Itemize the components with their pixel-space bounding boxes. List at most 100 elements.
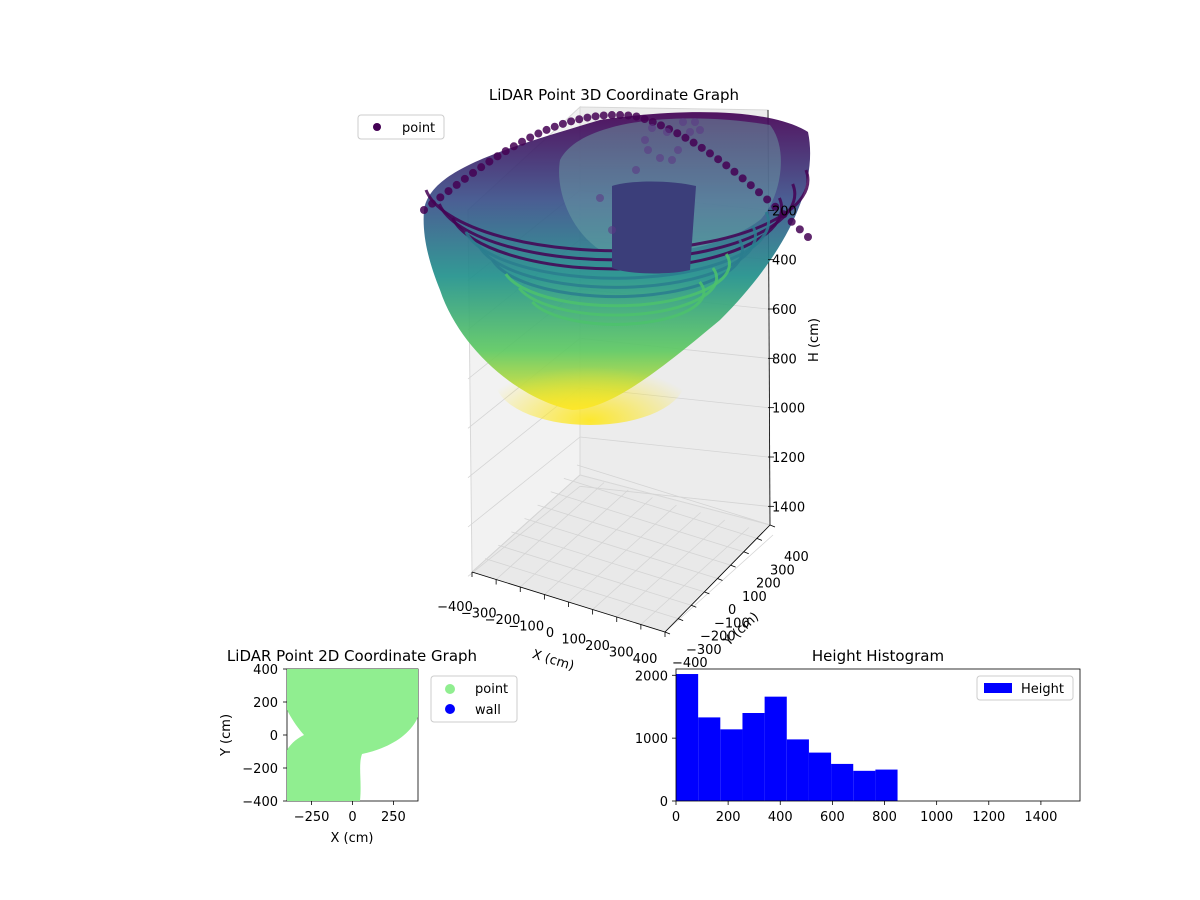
chart3d-rim-point <box>738 174 747 183</box>
chart2d-legend-wall-marker <box>445 704 455 714</box>
chart3d-floor-gridline <box>576 464 771 526</box>
chart2d-y-tick-label: −200 <box>242 762 278 777</box>
chart3d-point <box>696 126 704 134</box>
chart2d-x-tick-label: 250 <box>381 810 406 825</box>
chart3d-y-tick-label: −200 <box>700 630 736 645</box>
histogram-bar <box>875 769 898 801</box>
chart3d-scan-rings <box>420 111 812 326</box>
chart3d-rim-point <box>804 233 812 241</box>
chart3d-rim-point <box>428 199 437 208</box>
chart3d-z-tick-label: 400 <box>772 254 797 269</box>
histogram-bar <box>786 739 809 801</box>
chart3d-x-tick-label: 200 <box>585 639 610 654</box>
histogram-bar <box>808 752 832 801</box>
chart3d-floor-gridline <box>550 491 744 553</box>
chart3d-floor-gridline <box>524 518 718 579</box>
histogram-x-tick-label: 200 <box>716 810 741 825</box>
histogram-bar <box>720 729 743 801</box>
chart3d-y-tick-label: −400 <box>672 656 708 671</box>
chart3d-wall-gridline <box>467 486 581 577</box>
chart3d-point <box>691 118 699 126</box>
chart3d-y-tick-label: 200 <box>756 577 781 592</box>
chart3d-z-tick-label: 1400 <box>772 500 805 515</box>
chart3d-rim-point <box>673 129 682 138</box>
chart3d-point-cloud <box>420 111 812 425</box>
chart3d-rim-point <box>534 129 543 138</box>
chart3d-y-tick-mark <box>677 618 684 621</box>
chart3d-scan-ring <box>464 211 770 280</box>
chart3d-z-tick-label: 1200 <box>772 451 805 466</box>
chart3d-y-tick-label: −100 <box>714 616 750 631</box>
histogram-bar <box>831 763 854 801</box>
chart2d-y-tick-label: 200 <box>253 696 278 711</box>
chart3d-legend-box <box>357 114 445 140</box>
chart3d-y-tick-mark <box>717 578 723 581</box>
chart3d-floor-gridline <box>592 512 701 610</box>
chart3d-rim-point <box>656 121 665 130</box>
chart3d-x-tick-label: 300 <box>609 646 634 661</box>
chart2d-y-ticks: −400 −200 0 200 400 <box>242 663 287 810</box>
chart3d-y-tick-mark <box>769 524 776 528</box>
chart3d-rim-point <box>542 125 551 134</box>
histogram-bar <box>698 717 721 801</box>
chart3d-rim-point <box>460 174 469 183</box>
chart3d-y-tick-label: 0 <box>728 603 736 618</box>
chart3d-x-tick-label: −100 <box>508 620 544 635</box>
chart3d-rim-point <box>795 225 804 234</box>
chart3d-point <box>679 118 687 126</box>
histogram-plot-frame <box>675 668 1081 802</box>
histogram-y-ticks: 0 1000 2000 <box>635 669 676 810</box>
chart3d-rim-point <box>697 143 706 152</box>
chart3d-point <box>663 128 671 136</box>
chart3d-y-tick-label: 400 <box>784 550 809 565</box>
chart3d-floor-gridline <box>568 504 677 603</box>
chart3d-rim-point <box>477 163 486 172</box>
histogram-x-tick-label: 600 <box>820 810 845 825</box>
lidar-2d-chart: LiDAR Point 2D Coordinate Graph −250 0 250… <box>219 647 518 846</box>
chart2d-legend-point-label: point <box>475 682 508 697</box>
histogram-legend-box <box>976 675 1074 701</box>
chart3d-rim-point <box>567 117 576 126</box>
chart3d-scan-ring <box>517 267 719 317</box>
histogram-y-tick-label: 2000 <box>635 669 668 684</box>
chart3d-rim-point <box>779 210 788 219</box>
chart3d-legend-label: point <box>402 121 435 136</box>
histogram-x-tick-label: 0 <box>672 810 680 825</box>
chart3d-rim-point <box>689 138 698 147</box>
chart3d-rim-point <box>509 142 518 151</box>
histogram-bar <box>742 713 765 801</box>
chart3d-floor-gridline <box>485 558 679 620</box>
chart3d-rim-point <box>420 206 428 214</box>
chart3d-z-label: H (cm) <box>807 318 822 362</box>
chart3d-y-tick-mark <box>743 551 749 555</box>
chart3d-rim-point <box>722 161 731 170</box>
chart3d-scan-ring <box>504 253 731 308</box>
histogram-x-tick-label: 1000 <box>920 810 953 825</box>
chart3d-rim-point <box>591 112 600 121</box>
chart3d-rim-point <box>501 147 510 156</box>
chart2d-x-tick-label: 0 <box>348 810 356 825</box>
chart2d-x-ticks: −250 0 250 <box>294 801 406 825</box>
chart3d-x-tick-label: 0 <box>546 626 554 641</box>
chart3d-rim-point <box>558 119 567 128</box>
chart2d-point-region <box>287 669 418 801</box>
histogram-bar <box>764 696 787 801</box>
chart3d-rim-point <box>730 167 739 176</box>
chart3d-floor-gridline <box>471 474 581 573</box>
chart3d-rim-point <box>583 113 592 122</box>
histogram-y-tick-label: 1000 <box>635 732 668 747</box>
histogram-bar <box>853 770 876 801</box>
chart3d-point <box>668 156 676 164</box>
chart3d-y-tick-mark <box>756 538 763 541</box>
chart3d-x-tick-label: −400 <box>437 600 473 615</box>
chart3d-rim-point <box>616 111 625 120</box>
chart3d-z-ticks: 200 400 600 800 1000 1200 1400 <box>768 204 805 515</box>
chart3d-rim-point <box>771 202 780 211</box>
histogram-legend-label: Height <box>1021 682 1064 697</box>
chart3d-rim-point <box>648 118 657 127</box>
chart3d-legend-marker <box>373 123 381 131</box>
chart3d-point <box>641 136 649 144</box>
chart3d-y-tick-label: 300 <box>770 563 795 578</box>
